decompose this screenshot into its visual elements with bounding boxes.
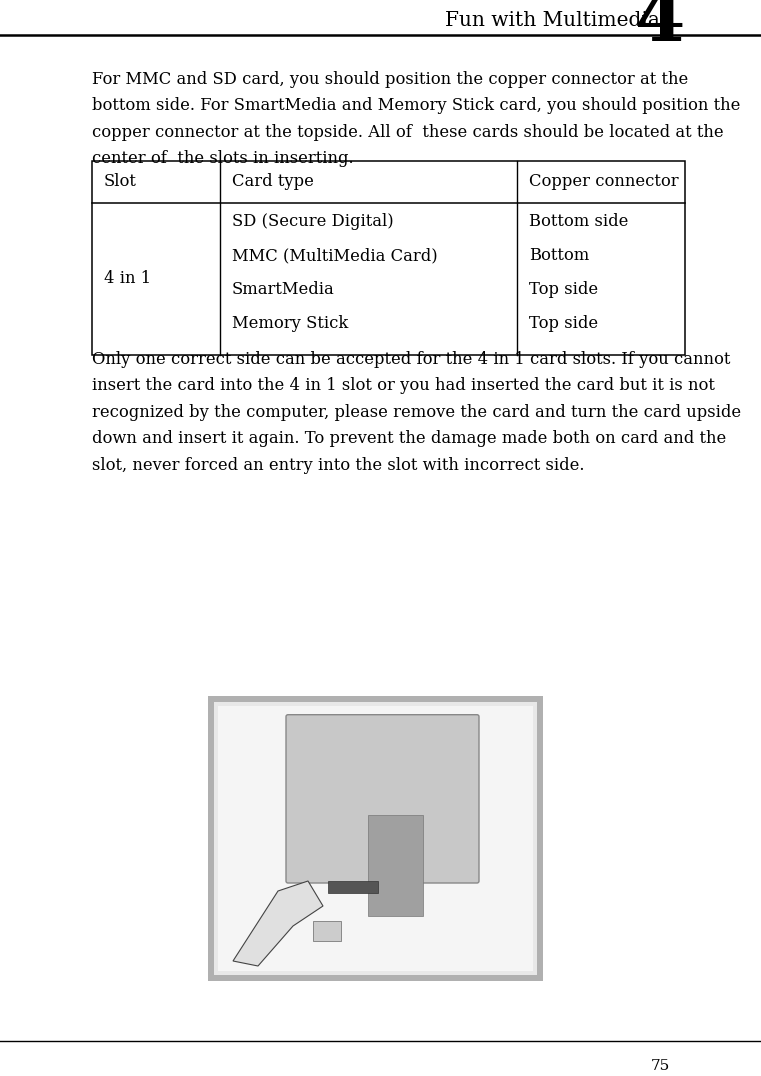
Text: Only one correct side can be accepted for the 4 in 1 card slots. If you cannot: Only one correct side can be accepted fo… xyxy=(92,351,731,368)
Text: down and insert it again. To prevent the damage made both on card and the: down and insert it again. To prevent the… xyxy=(92,430,726,448)
Text: bottom side. For SmartMedia and Memory Stick card, you should position the: bottom side. For SmartMedia and Memory S… xyxy=(92,98,740,114)
Text: Fun with Multimedia: Fun with Multimedia xyxy=(445,12,660,30)
Bar xyxy=(218,706,533,971)
Text: insert the card into the 4 in 1 slot or you had inserted the card but it is not: insert the card into the 4 in 1 slot or … xyxy=(92,378,715,395)
Bar xyxy=(368,816,423,916)
Text: Top side: Top side xyxy=(529,281,598,298)
Text: Bottom side: Bottom side xyxy=(529,213,629,230)
Text: Memory Stick: Memory Stick xyxy=(232,315,349,332)
Text: For MMC and SD card, you should position the copper connector at the: For MMC and SD card, you should position… xyxy=(92,71,688,88)
Text: copper connector at the topside. All of  these cards should be located at the: copper connector at the topside. All of … xyxy=(92,124,724,141)
Bar xyxy=(208,696,543,981)
Bar xyxy=(92,161,685,355)
Polygon shape xyxy=(233,881,323,966)
Text: Top side: Top side xyxy=(529,315,598,332)
Text: Bottom: Bottom xyxy=(529,247,589,264)
Text: SD (Secure Digital): SD (Secure Digital) xyxy=(232,213,393,230)
Text: 75: 75 xyxy=(651,1059,670,1073)
Text: 4: 4 xyxy=(635,0,685,57)
Text: SmartMedia: SmartMedia xyxy=(232,281,335,298)
Text: center of  the slots in inserting.: center of the slots in inserting. xyxy=(92,151,354,168)
Bar xyxy=(328,881,378,893)
Bar xyxy=(214,702,537,975)
Text: Slot: Slot xyxy=(104,173,137,190)
Text: Copper connector: Copper connector xyxy=(529,173,679,190)
Text: Card type: Card type xyxy=(232,173,314,190)
FancyBboxPatch shape xyxy=(286,714,479,883)
Text: 4 in 1: 4 in 1 xyxy=(104,270,151,287)
Bar xyxy=(313,921,341,942)
Text: recognized by the computer, please remove the card and turn the card upside: recognized by the computer, please remov… xyxy=(92,404,741,421)
Text: MMC (MultiMedia Card): MMC (MultiMedia Card) xyxy=(232,247,438,264)
Text: slot, never forced an entry into the slot with incorrect side.: slot, never forced an entry into the slo… xyxy=(92,457,584,475)
